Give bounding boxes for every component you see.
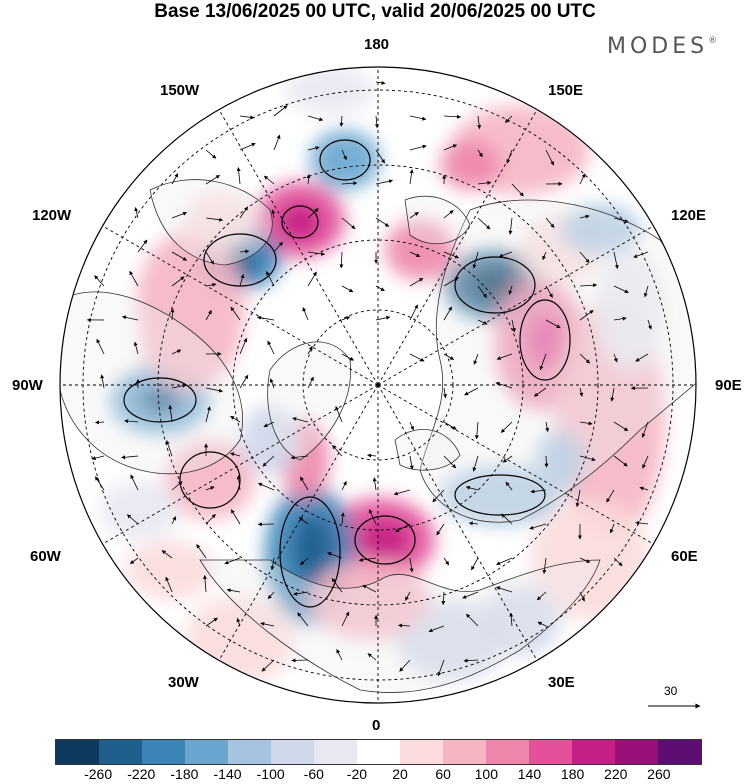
colorbar-tick-label: 180 (561, 766, 584, 782)
colorbar-segment (228, 740, 271, 764)
lon-label-90w: 90W (12, 377, 43, 394)
colorbar-segment (658, 740, 701, 764)
colorbar-segment (529, 740, 572, 764)
colorbar-segment (357, 740, 400, 764)
colorbar-tick-label: 20 (392, 766, 408, 782)
anomaly-blob (285, 65, 375, 115)
colorbar-tick-label: 100 (475, 766, 498, 782)
colorbar-segment (486, 740, 529, 764)
colorbar-segment (142, 740, 185, 764)
colorbar-segment (615, 740, 658, 764)
lon-label-90e: 90E (715, 377, 742, 394)
lon-label-150e: 150E (548, 82, 583, 99)
colorbar-tick-label: -140 (214, 766, 242, 782)
anomaly-blob (292, 513, 332, 583)
anomaly-blob (360, 520, 410, 560)
anomaly-blob (125, 540, 215, 600)
anomaly-blob (278, 204, 322, 240)
colorbar-tick-label: -220 (127, 766, 155, 782)
colorbar-segment (56, 740, 99, 764)
lon-label-60e: 60E (671, 548, 698, 565)
lon-label-30w: 30W (168, 674, 199, 691)
colorbar (55, 739, 702, 765)
anomaly-blob (100, 480, 180, 540)
lon-label-30e: 30E (548, 674, 575, 691)
colorbar-segment (271, 740, 314, 764)
colorbar-tick-label: -180 (170, 766, 198, 782)
reference-vector-value: 30 (664, 684, 677, 698)
lon-label-180: 180 (364, 36, 389, 53)
lon-label-120e: 120E (671, 207, 706, 224)
wind-vector (292, 660, 308, 661)
lon-label-60w: 60W (30, 548, 61, 565)
colorbar-tick-label: -260 (84, 766, 112, 782)
colorbar-tick-label: -60 (304, 766, 324, 782)
colorbar-tick-label: -20 (347, 766, 367, 782)
colorbar-tick-label: 260 (647, 766, 670, 782)
lon-label-0: 0 (372, 717, 380, 734)
colorbar-segment (185, 740, 228, 764)
colorbar-tick-label: -100 (257, 766, 285, 782)
lon-label-120w: 120W (32, 207, 71, 224)
colorbar-ticks: -260 -220 -180 -140 -100 -60 -20 20 60 100 140 180 2… (0, 766, 750, 784)
colorbar-tick-label: 60 (435, 766, 451, 782)
colorbar-segment (400, 740, 443, 764)
colorbar-segment (314, 740, 357, 764)
colorbar-segment (572, 740, 615, 764)
colorbar-segment (99, 740, 142, 764)
colorbar-tick-label: 140 (518, 766, 541, 782)
colorbar-segment (443, 740, 486, 764)
lon-label-150w: 150W (160, 82, 199, 99)
colorbar-tick-label: 220 (604, 766, 627, 782)
